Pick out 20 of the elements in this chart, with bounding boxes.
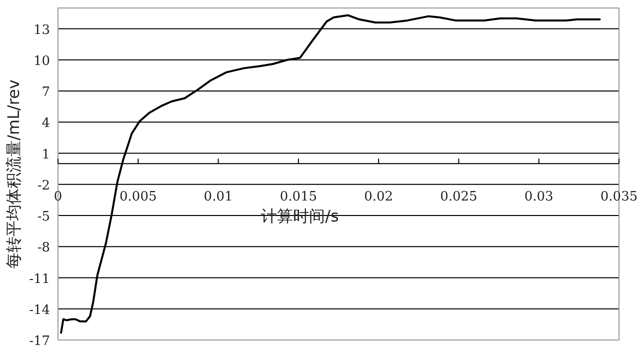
y-tick-label: 4	[42, 116, 50, 132]
x-tick-label: 0.005	[120, 190, 157, 205]
y-tick-label: 1	[42, 147, 50, 162]
x-tick-label: 0.02	[364, 190, 394, 205]
y-tick-label: -17	[29, 334, 50, 348]
x-tick-label: 0.03	[524, 190, 554, 205]
x-tick-label: 0.025	[440, 190, 478, 205]
y-tick-label: 13	[33, 22, 50, 38]
y-tick-label: 10	[33, 54, 50, 69]
y-tick-label: -8	[37, 240, 50, 256]
y-tick-label: -11	[29, 272, 50, 287]
y-tick-label: -5	[37, 210, 50, 224]
x-tick-label: 0.015	[280, 190, 318, 205]
x-tick-label: 0.035	[600, 190, 638, 205]
y-tick-label: -14	[29, 302, 50, 318]
y-tick-label: -2	[37, 178, 50, 194]
x-tick-label: 0	[54, 190, 62, 205]
y-axis-title: 每转平均体积流量/mL/rev	[4, 80, 23, 268]
x-tick-label: 0.01	[204, 190, 233, 205]
y-tick-label: 7	[42, 85, 50, 100]
